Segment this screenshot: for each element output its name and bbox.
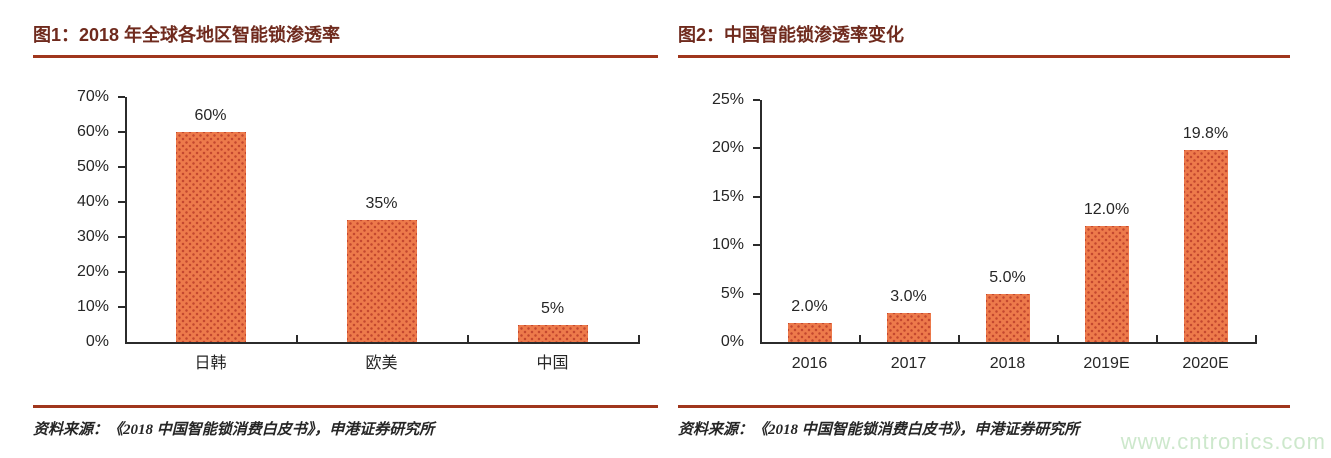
y-axis-tick-label: 0% — [85, 333, 109, 350]
bar-中国 — [517, 324, 588, 342]
y-axis-tick — [118, 306, 125, 308]
y-axis-tick — [118, 236, 125, 238]
y-axis-tick — [118, 166, 125, 168]
figure-1-source-note: 资料来源：《2018 中国智能锁消费白皮书》，申港证券研究所 — [33, 422, 435, 438]
y-axis-tick — [753, 292, 760, 295]
figure-1: 图1：2018 年全球各地区智能锁渗透率 0% 10% 20% 30% 40% 50% 60… — [33, 20, 658, 458]
bar-value-label: 2.0% — [791, 297, 828, 315]
bar-value-label: 19.8% — [1182, 125, 1229, 143]
figure-2-title: 图2：中国智能锁渗透率变化 — [678, 25, 905, 45]
y-axis-tick — [753, 99, 760, 101]
figure-2-bottom-rule — [678, 405, 1290, 408]
figure-1-title: 图1：2018 年全球各地区智能锁渗透率 — [33, 25, 341, 45]
bar-value-label: 60% — [194, 107, 227, 124]
y-axis-tick — [753, 147, 760, 150]
y-axis-tick-label: 15% — [711, 187, 744, 205]
x-axis-category-label: 2018 — [989, 355, 1026, 372]
y-axis-tick — [118, 271, 125, 273]
watermark-text: www.cntronics.com — [1120, 429, 1326, 454]
figure-2-title-rule — [678, 55, 1290, 58]
x-axis-category-label: 日韩 — [194, 355, 227, 372]
bar-value-label: 5.0% — [989, 268, 1026, 286]
bar-value-label: 12.0% — [1083, 200, 1130, 218]
figure-2-bar-chart: 0% 5% 10% 15% 20% 25% 2.0% 2016 3.0% 2017 5.0% 2018… — [678, 58, 1290, 382]
x-axis-tick — [1057, 335, 1059, 342]
bar-value-label: 5% — [540, 299, 565, 317]
x-axis-line — [125, 342, 640, 344]
bar-2017 — [886, 312, 931, 342]
figure-1-bar-chart: 0% 10% 20% 30% 40% 50% 60% 70% 60% 日韩 35% 欧美 5% 中国 — [33, 58, 658, 382]
x-axis-category-label: 2017 — [890, 355, 927, 372]
figure-1-bottom-rule — [33, 405, 658, 408]
bar-2020E — [1183, 150, 1228, 342]
y-axis-line — [125, 97, 127, 342]
y-axis-tick-label: 0% — [720, 333, 744, 350]
y-axis-tick-label: 70% — [76, 88, 109, 105]
y-axis-tick — [753, 195, 760, 198]
x-axis-tick — [958, 335, 960, 342]
y-axis-tick — [118, 201, 125, 203]
x-axis-category-label: 2020E — [1182, 355, 1229, 372]
y-axis-tick-label: 25% — [711, 91, 744, 108]
y-axis-tick-label: 50% — [76, 158, 109, 175]
bar-日韩 — [175, 132, 246, 342]
x-axis-tick — [859, 335, 861, 342]
y-axis-tick-label: 5% — [720, 284, 744, 302]
x-axis-tick — [1156, 335, 1158, 342]
figure-1-title-rule — [33, 55, 658, 58]
x-axis-category-label: 欧美 — [365, 355, 398, 372]
y-axis-tick — [118, 131, 125, 133]
y-axis-tick-label: 30% — [76, 228, 109, 245]
y-axis-tick-label: 20% — [76, 263, 109, 280]
y-axis-tick — [753, 244, 760, 247]
y-axis-tick-label: 60% — [76, 123, 109, 140]
x-axis-tick — [296, 335, 298, 342]
x-axis-tick — [467, 335, 469, 342]
y-axis-tick-label: 40% — [76, 193, 109, 210]
bar-value-label: 3.0% — [890, 287, 927, 305]
bar-value-label: 35% — [365, 194, 398, 212]
x-axis-line — [760, 342, 1257, 344]
figure-2-source-note: 资料来源：《2018 中国智能锁消费白皮书》，申港证券研究所 — [678, 422, 1080, 438]
bar-2019E — [1084, 225, 1129, 342]
y-axis-line — [760, 100, 762, 342]
x-axis-category-label: 2019E — [1083, 355, 1130, 372]
x-axis-category-label: 2016 — [791, 355, 828, 372]
y-axis-tick-label: 10% — [711, 236, 744, 254]
x-axis-category-label: 中国 — [536, 355, 569, 372]
x-axis-tick — [1255, 335, 1257, 342]
bar-2016 — [787, 322, 832, 342]
x-axis-tick — [638, 335, 640, 342]
figure-2: 图2：中国智能锁渗透率变化 0% 5% 10% 15% 20% 25% 2.0% 2016 3.… — [678, 20, 1290, 458]
y-axis-tick — [118, 96, 125, 98]
y-axis-tick-label: 20% — [711, 139, 744, 157]
bar-欧美 — [346, 219, 417, 342]
bar-2018 — [985, 293, 1030, 342]
y-axis-tick-label: 10% — [76, 298, 109, 315]
